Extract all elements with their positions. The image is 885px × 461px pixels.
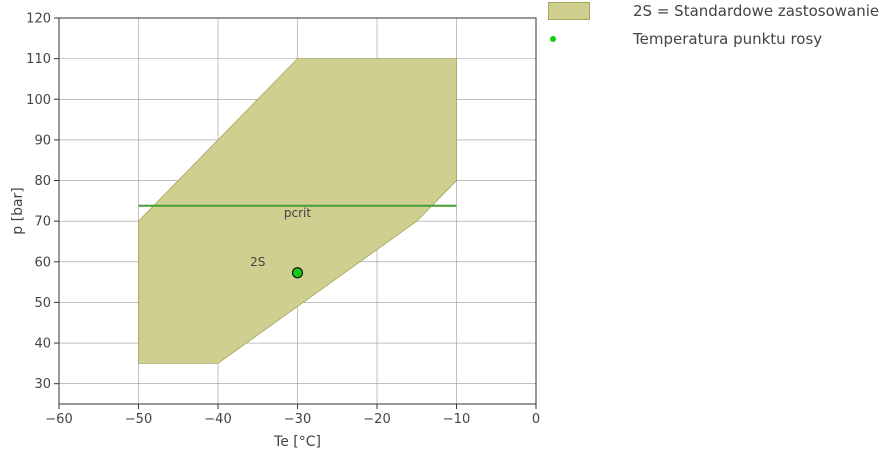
y-tick-label: 70 <box>34 215 51 230</box>
y-tick-label: 80 <box>34 174 51 189</box>
y-tick-label: 40 <box>34 337 51 352</box>
dot-swatch-icon <box>550 36 556 42</box>
dew-point-marker <box>291 267 304 279</box>
x-tick-label: −30 <box>284 412 311 427</box>
y-tick-label: 30 <box>34 377 51 392</box>
x-tick-label: −10 <box>443 412 470 427</box>
y-axis-title: p [bar] <box>10 187 26 234</box>
legend-label-2s: 2S = Standardowe zastosowanie <box>633 2 880 20</box>
annotation-label: 2S <box>250 255 265 269</box>
annotation-label: pcrit <box>284 206 311 220</box>
y-tick-label: 90 <box>34 133 51 148</box>
envelope-area-2s <box>138 58 457 364</box>
x-tick-label: −20 <box>363 412 390 427</box>
plot-area: pcrit 2S <box>138 58 457 364</box>
y-tick-label: 50 <box>34 296 51 311</box>
y-tick-label: 110 <box>26 52 51 67</box>
y-tick-label: 100 <box>26 93 51 108</box>
x-tick-label: 0 <box>532 412 540 427</box>
area-swatch-icon <box>548 2 590 20</box>
legend-label-dew-point: Temperatura punktu rosy <box>633 30 823 48</box>
y-axis-ticks: 30 40 50 60 70 80 90 100 110 120 <box>26 12 59 392</box>
x-tick-label: −40 <box>204 412 231 427</box>
y-tick-label: 120 <box>26 12 51 27</box>
x-axis-title: Te [°C] <box>273 434 321 450</box>
y-tick-label: 60 <box>34 255 51 270</box>
x-tick-label: −60 <box>45 412 72 427</box>
x-axis-ticks: −60 −50 −40 −30 −20 −10 0 <box>45 404 540 427</box>
x-tick-label: −50 <box>125 412 152 427</box>
